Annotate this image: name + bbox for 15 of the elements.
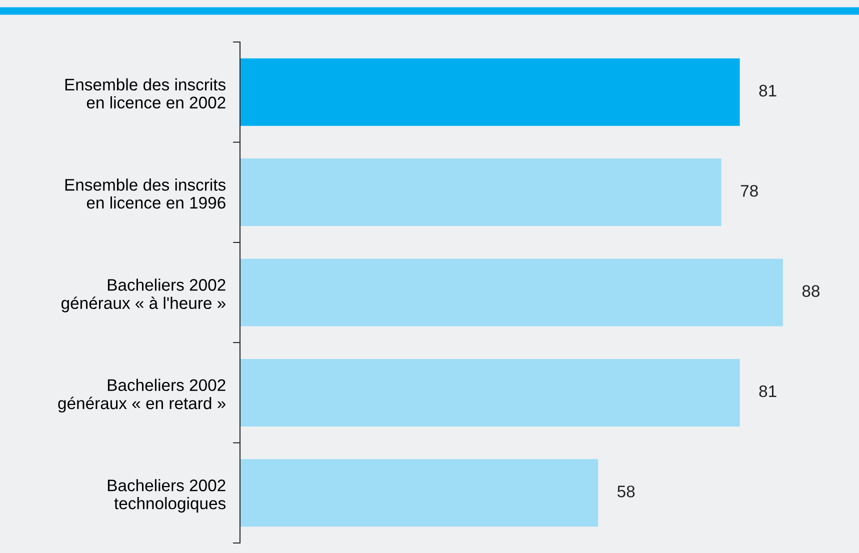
y-tick-label: Ensemble des inscrits en licence en 1996 [65,178,226,209]
bar [240,158,722,226]
data-label: 78 [740,184,758,197]
y-tick-label: Ensemble des inscrits en licence en 2002 [65,78,226,108]
bar [240,258,783,326]
y-tick-label: Bacheliers 2002 généraux « à l'heure » [61,278,226,312]
data-label: 81 [759,385,776,398]
bar [240,459,598,527]
y-tick-label: Bacheliers 2002 technologiques [108,479,226,513]
data-label: 58 [617,486,635,498]
bar [240,358,740,426]
data-label: 88 [802,285,820,297]
y-tick-label: Bacheliers 2002 généraux « en retard » [58,378,226,413]
data-label: 81 [759,84,776,97]
bar [240,58,740,126]
